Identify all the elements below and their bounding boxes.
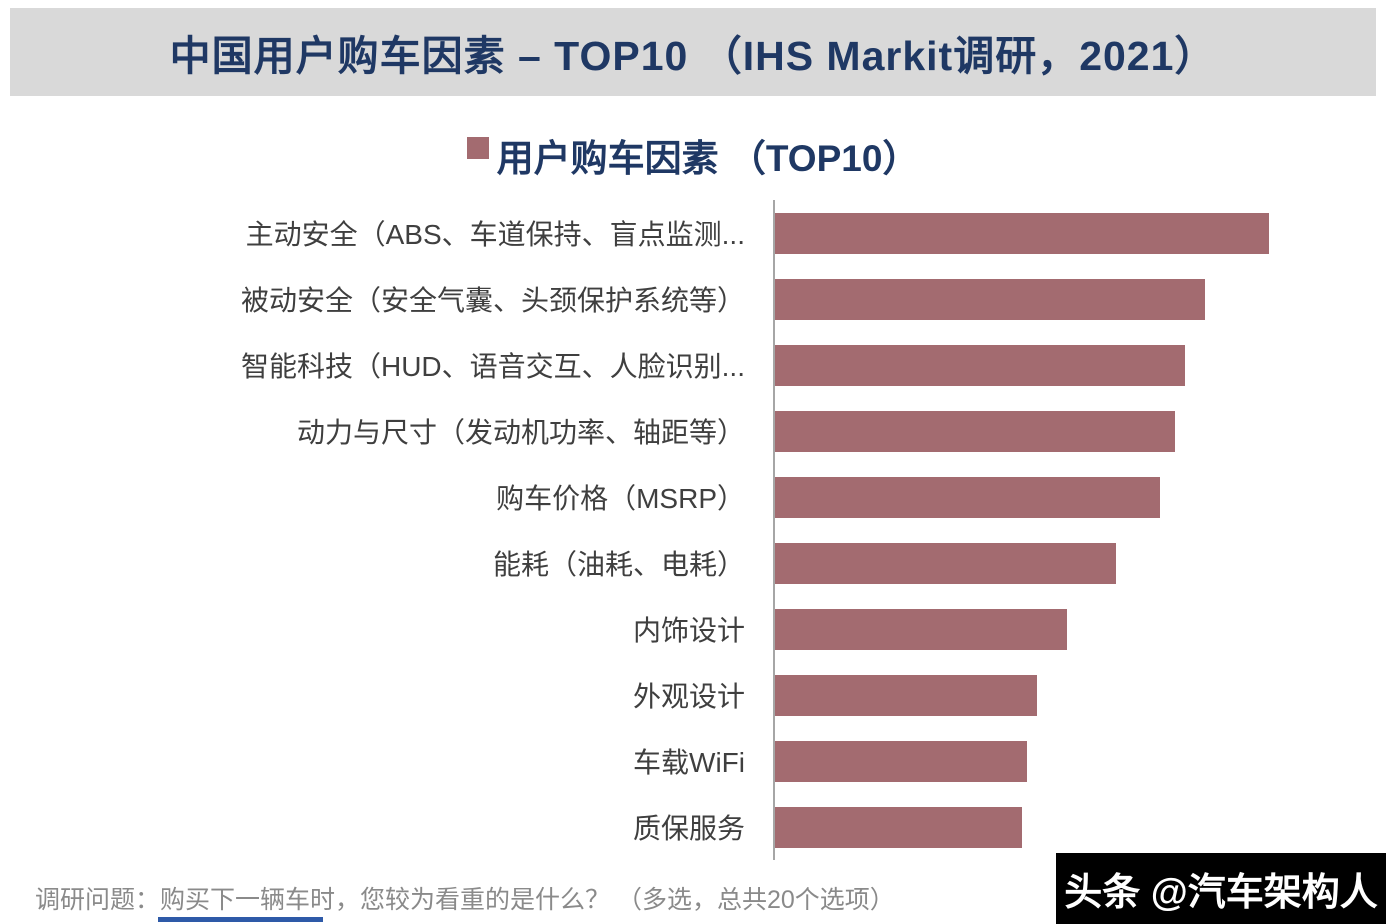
page-title-bar: 中国用户购车因素 – TOP10 （IHS Markit调研，2021） [10,8,1376,96]
bar [775,212,1270,254]
bar [775,542,1116,584]
bar-row: 车载WiFi [20,728,1368,794]
bar-area [773,530,1368,596]
bar-row: 能耗（油耗、电耗） [20,530,1368,596]
bar-area [773,794,1368,860]
watermark-text: 头条 @汽车架构人 [1064,872,1378,914]
bar [775,278,1205,320]
bar [775,410,1176,452]
category-label: 购车价格（MSRP） [496,483,745,514]
watermark-badge: 头条 @汽车架构人 [1056,853,1386,924]
chart-title: 用户购车因素 （TOP10） [496,138,920,179]
bar-area [773,266,1368,332]
bar-row: 内饰设计 [20,596,1368,662]
bar-area [773,332,1368,398]
bar [775,344,1186,386]
bar-area [773,398,1368,464]
bar-area [773,200,1368,266]
bar-area [773,464,1368,530]
bar-row: 动力与尺寸（发动机功率、轴距等） [20,398,1368,464]
bar-row: 主动安全（ABS、车道保持、盲点监测... [20,200,1368,266]
category-label: 动力与尺寸（发动机功率、轴距等） [296,417,745,448]
bar [775,476,1161,518]
bar-area [773,662,1368,728]
category-label: 内饰设计 [632,615,745,646]
bar-area [773,728,1368,794]
bar-row: 外观设计 [20,662,1368,728]
chart-legend-row: 用户购车因素 （TOP10） [0,128,1386,182]
bar-row: 购车价格（MSRP） [20,464,1368,530]
bar [775,740,1028,782]
category-label: 被动安全（安全气囊、头颈保护系统等） [240,285,745,316]
category-label: 质保服务 [632,813,745,844]
category-label: 能耗（油耗、电耗） [492,549,745,580]
category-label: 外观设计 [632,681,745,712]
bar [775,806,1023,848]
page-title: 中国用户购车因素 – TOP10 （IHS Markit调研，2021） [169,33,1217,79]
bar-plot: 主动安全（ABS、车道保持、盲点监测... 被动安全（安全气囊、头颈保护系统等） 智… [20,200,1368,860]
survey-note: 调研问题：购买下一辆车时，您较为看重的是什么？ （多选，总共20个选项） [35,886,895,914]
bar-row: 智能科技（HUD、语音交互、人脸识别... [20,332,1368,398]
category-label: 智能科技（HUD、语音交互、人脸识别... [240,351,745,382]
legend-swatch-icon [466,137,489,159]
bar-row: 质保服务 [20,794,1368,860]
bar [775,608,1067,650]
category-label: 车载WiFi [633,747,745,778]
bar [775,674,1037,716]
category-label: 主动安全（ABS、车道保持、盲点监测... [245,219,745,250]
bar-row: 被动安全（安全气囊、头颈保护系统等） [20,266,1368,332]
blue-underline-mark [158,917,323,922]
bar-area [773,596,1368,662]
